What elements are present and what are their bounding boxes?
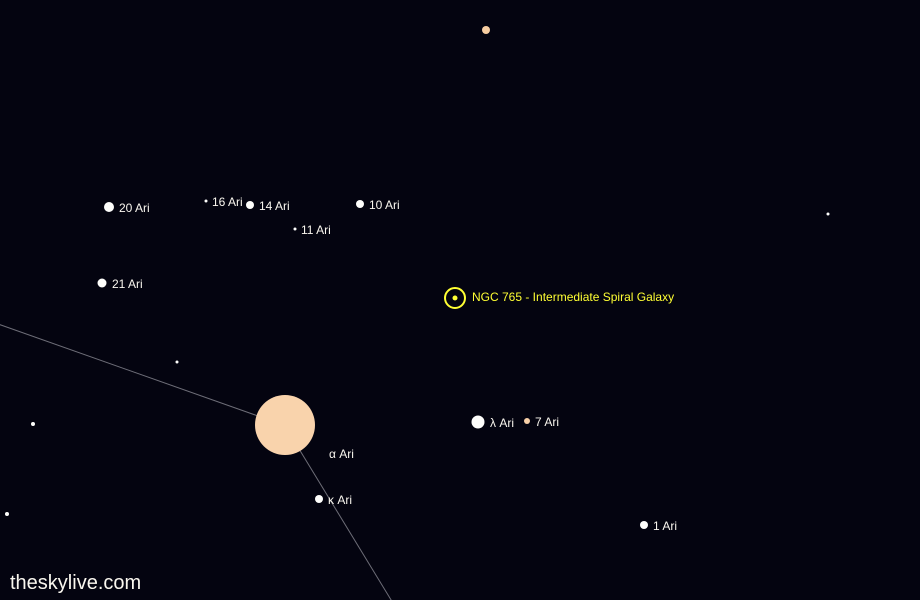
star-1-Ari	[640, 521, 648, 529]
star-21-Ari	[98, 279, 107, 288]
star-label-10-Ari: 10 Ari	[369, 198, 400, 212]
star-label-14-Ari: 14 Ari	[259, 199, 290, 213]
star-10-Ari	[356, 200, 364, 208]
star-label-16-Ari: 16 Ari	[212, 195, 243, 209]
star-unnamed-7	[827, 213, 830, 216]
star-λ-Ari	[472, 416, 485, 429]
star-label-7-Ari: 7 Ari	[535, 415, 559, 429]
star-unnamed-14	[31, 422, 35, 426]
star-label-κ-Ari: κ Ari	[328, 493, 352, 507]
star-label-11-Ari: 11 Ari	[301, 223, 331, 237]
star-label-1-Ari: 1 Ari	[653, 519, 677, 533]
star-unnamed-8	[176, 361, 179, 364]
star-label-21-Ari: 21 Ari	[112, 277, 143, 291]
star-label-20-Ari: 20 Ari	[119, 201, 150, 215]
star-α-Ari	[255, 395, 315, 455]
star-20-Ari	[104, 202, 114, 212]
watermark: theskylive.com	[10, 572, 141, 595]
star-label-α-Ari: α Ari	[329, 447, 354, 461]
star-label-λ-Ari: λ Ari	[490, 416, 514, 430]
star-unnamed-6	[482, 26, 490, 34]
star-11-Ari	[294, 228, 297, 231]
star-unnamed-15	[5, 512, 9, 516]
target-label: NGC 765 - Intermediate Spiral Galaxy	[472, 290, 674, 304]
constellation-line-0	[0, 310, 285, 426]
star-16-Ari	[205, 200, 208, 203]
star-chart: 20 Ari 16 Ari 14 Ari 11 Ari 10 Ari 21 Ari α Ar…	[0, 0, 920, 600]
star-14-Ari	[246, 201, 254, 209]
target-dot	[453, 296, 458, 301]
star-7-Ari	[524, 418, 530, 424]
star-κ-Ari	[315, 495, 323, 503]
